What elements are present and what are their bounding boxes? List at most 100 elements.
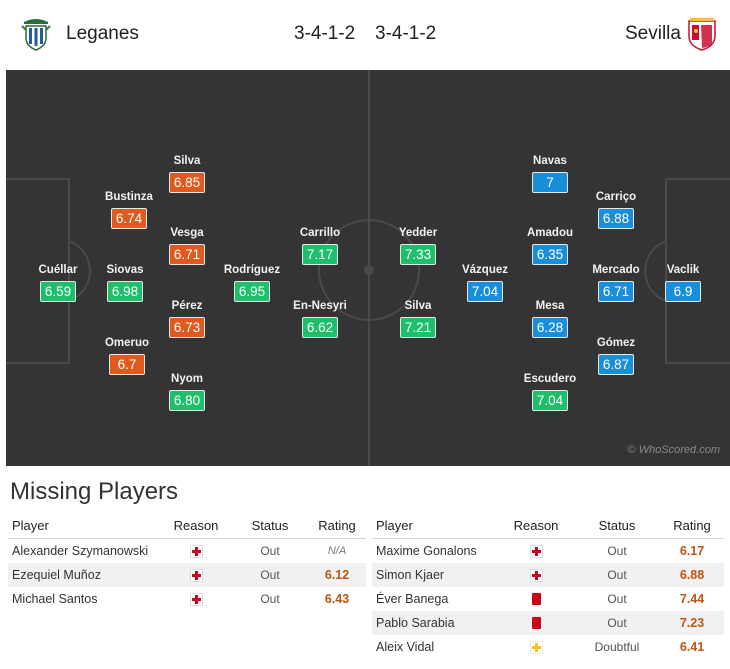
home-player-nyom[interactable]: Nyom 6.80 [147, 372, 227, 411]
away-player-gomez[interactable]: Gómez 6.87 [576, 336, 656, 375]
player-name: Silva [173, 155, 201, 167]
home-team-name[interactable]: Leganes [66, 23, 139, 44]
player-name: Carriço [595, 191, 637, 203]
away-player-mesa[interactable]: Mesa 6.28 [510, 299, 590, 338]
sevilla-crest-icon[interactable] [686, 16, 718, 52]
player-rating: 6.98 [107, 281, 143, 302]
missing-status: Out [574, 611, 660, 635]
away-formation: 3-4-1-2 [375, 23, 437, 44]
injury-icon [529, 545, 543, 559]
away-player-amadou[interactable]: Amadou 6.35 [510, 226, 590, 265]
missing-status: Out [232, 563, 308, 587]
player-rating: 6.59 [40, 281, 76, 302]
missing-status: Out [607, 592, 627, 606]
player-rating: 6.80 [169, 390, 205, 411]
player-rating: 7.21 [400, 317, 436, 338]
away-team-name[interactable]: Sevilla [625, 23, 681, 44]
player-rating: 6.74 [111, 208, 147, 229]
player-rating: 6.87 [598, 354, 634, 375]
player-name: Vesga [170, 227, 204, 239]
player-name: Silva [404, 300, 432, 312]
player-name: Pérez [171, 300, 203, 312]
missing-rating: 6.12 [308, 563, 366, 587]
missing-rating: 6.41 [679, 640, 705, 654]
player-rating: 6.95 [234, 281, 270, 302]
home-player-bustinza[interactable]: Bustinza 6.74 [89, 190, 169, 229]
match-header: Leganes 3-4-1-2 3-4-1-2 Sevilla [0, 0, 730, 66]
col-player: Player [372, 512, 498, 539]
injury-icon [189, 593, 203, 607]
away-player-vaclik[interactable]: Vaclik 6.9 [643, 263, 723, 302]
player-name: Rodríguez [223, 264, 281, 276]
home-player-cuellar[interactable]: Cuéllar 6.59 [18, 263, 98, 302]
missing-rating: 6.43 [324, 592, 350, 606]
table-header: Player Reason Status Rating [372, 512, 724, 539]
home-player-vesga[interactable]: Vesga 6.71 [147, 226, 227, 265]
missing-player-name[interactable]: Maxime Gonalons [376, 544, 477, 558]
col-status: Status [232, 512, 308, 539]
away-player-vazquez[interactable]: Vázquez 7.04 [445, 263, 525, 302]
missing-status: Out [607, 544, 627, 558]
player-name: Mercado [592, 264, 640, 276]
missing-status: Doubtful [594, 640, 640, 654]
away-player-mercado[interactable]: Mercado 6.71 [576, 263, 656, 302]
player-name: Vaclik [666, 264, 700, 276]
player-rating: 6.88 [598, 208, 634, 229]
player-name: Cuéllar [38, 264, 78, 276]
home-player-perez[interactable]: Pérez 6.73 [147, 299, 227, 338]
missing-rating: 7.44 [679, 592, 705, 606]
player-name: Gómez [596, 337, 636, 349]
away-player-escudero[interactable]: Escudero 7.04 [510, 372, 590, 411]
away-player-silva[interactable]: Silva 7.21 [378, 299, 458, 338]
player-rating: 7.04 [532, 390, 568, 411]
injury-icon [189, 569, 203, 583]
table-row: Aleix Vidal Doubtful 6.41 [372, 635, 724, 659]
missing-status: Out [260, 544, 280, 558]
home-player-siovas[interactable]: Siovas 6.98 [85, 263, 165, 302]
injury-icon [529, 569, 543, 583]
missing-player-name[interactable]: Ezequiel Muñoz [8, 563, 160, 587]
leganes-crest-icon[interactable] [20, 16, 52, 52]
missing-player-name[interactable]: Simon Kjaer [372, 563, 498, 587]
missing-player-name[interactable]: Alexander Szymanowski [12, 544, 149, 558]
player-rating: 6.71 [598, 281, 634, 302]
player-name: Siovas [106, 264, 144, 276]
player-name: Yedder [398, 227, 438, 239]
table-row: Simon Kjaer Out 6.88 [372, 563, 724, 587]
missing-player-name[interactable]: Pablo Sarabia [372, 611, 498, 635]
player-rating: 6.71 [169, 244, 205, 265]
missing-status: Out [574, 563, 660, 587]
missing-player-name[interactable]: Aleix Vidal [376, 640, 435, 654]
col-rating: Rating [308, 512, 366, 539]
away-player-yedder[interactable]: Yedder 7.33 [378, 226, 458, 265]
missing-player-name[interactable]: Éver Banega [376, 592, 449, 606]
home-player-silva[interactable]: Silva 6.85 [147, 154, 227, 193]
missing-player-name[interactable]: Michael Santos [12, 592, 98, 606]
col-status: Status [574, 512, 660, 539]
home-player-omeruo[interactable]: Omeruo 6.7 [87, 336, 167, 375]
away-player-carrico[interactable]: Carriço 6.88 [576, 190, 656, 229]
col-reason: Reason [498, 512, 574, 539]
player-rating: 6.62 [302, 317, 338, 338]
player-name: Bustinza [105, 191, 153, 203]
away-missing-table: Player Reason Status Rating Maxime Gonal… [372, 512, 724, 659]
pitch: Cuéllar 6.59 Siovas 6.98 Bustinza 6.74 O… [6, 70, 730, 466]
table-row: Pablo Sarabia Out 7.23 [372, 611, 724, 635]
missing-rating: 7.23 [660, 611, 724, 635]
away-player-navas[interactable]: Navas 7 [510, 154, 590, 193]
home-player-en-nesyri[interactable]: En-Nesyri 6.62 [280, 299, 360, 338]
player-name: En-Nesyri [293, 300, 347, 312]
player-rating: 6.28 [532, 317, 568, 338]
player-name: Escudero [523, 373, 577, 385]
col-rating: Rating [660, 512, 724, 539]
missing-rating: 6.17 [679, 544, 705, 558]
table-row: Ezequiel Muñoz Out 6.12 [8, 563, 366, 587]
player-rating: 7 [532, 172, 568, 193]
table-row: Michael Santos Out 6.43 [8, 587, 366, 611]
home-player-carrillo[interactable]: Carrillo 7.17 [280, 226, 360, 265]
table-row: Alexander Szymanowski Out N/A [8, 539, 366, 564]
home-player-rodriguez[interactable]: Rodríguez 6.95 [212, 263, 292, 302]
player-rating: 6.85 [169, 172, 205, 193]
player-name: Vázquez [461, 264, 508, 276]
missing-players-title: Missing Players [10, 478, 179, 505]
